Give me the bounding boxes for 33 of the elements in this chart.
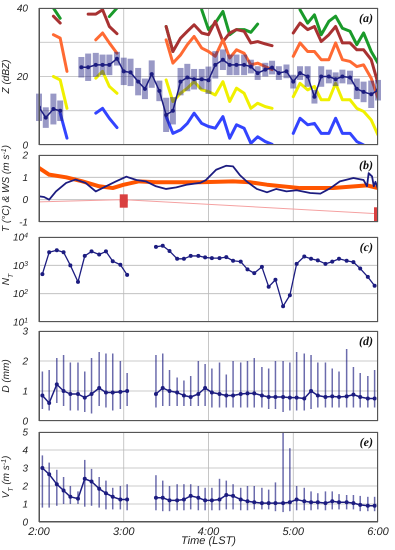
x-axis-title: Time (LST) <box>181 535 236 547</box>
x-tick-label: 2:00 <box>27 526 51 538</box>
y-tick-label: 10$^{1}$ <box>12 317 28 328</box>
y-tick-label: 2 <box>21 356 28 368</box>
y-axis-title: D (mm) <box>1 359 12 393</box>
y-tick-label: 3 <box>22 326 28 338</box>
annotation: (d) <box>359 334 373 349</box>
y-tick-label: 0 <box>22 195 28 206</box>
annotation: (b) <box>359 158 373 173</box>
y-tick-label: -1 <box>19 218 28 228</box>
annotation: (e) <box>360 435 373 450</box>
y-tick-label: 5 <box>22 428 28 438</box>
annotation: (c) <box>360 240 373 255</box>
y-tick-label: 4 <box>22 446 28 456</box>
y-tick-label: 3 <box>22 464 28 474</box>
y-tick-label: 40 <box>16 4 28 14</box>
y-tick-label: 10$^{2}$ <box>12 288 28 300</box>
annotation: (a) <box>359 11 373 26</box>
y-tick-label: 0 <box>22 416 28 428</box>
x-tick-label: 5:00 <box>282 526 305 538</box>
y-tick-label: 0 <box>22 140 28 152</box>
y-tick-label: 1 <box>22 500 28 510</box>
y-tick-label: 10$^{3}$ <box>12 260 28 272</box>
x-tick-label: 3:00 <box>113 526 136 538</box>
y-tick-label: 1 <box>22 386 28 398</box>
y-axis-title: Z (dBZ) <box>1 60 12 94</box>
y-tick-label: 20 <box>16 72 28 83</box>
y-tick-label: 10$^{4}$ <box>12 232 28 244</box>
x-tick-label: 6:00 <box>367 526 390 538</box>
y-tick-label: 2 <box>21 150 28 162</box>
y-tick-label: 1 <box>22 172 28 184</box>
y-tick-label: 2 <box>21 482 28 492</box>
y-tick-label: 0 <box>22 518 28 528</box>
